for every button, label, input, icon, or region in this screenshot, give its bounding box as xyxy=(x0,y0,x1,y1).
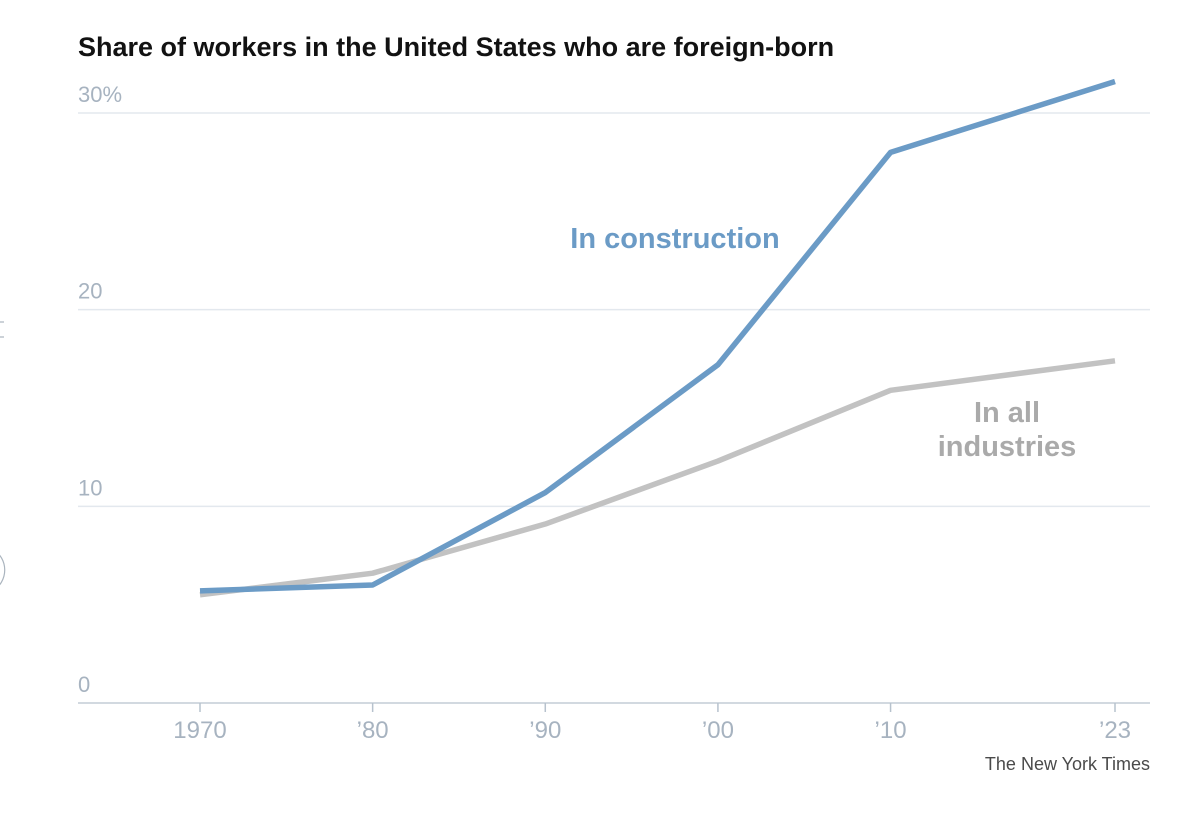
y-tick-label: 0 xyxy=(78,672,90,697)
cropped-edge-circle xyxy=(0,554,6,586)
y-tick-label: 30% xyxy=(78,82,122,107)
series-label-line: industries xyxy=(938,431,1077,463)
x-axis: 1970 ’80 ’90 ’00 ’10 ’23 xyxy=(78,702,1150,744)
series-label-line: In all xyxy=(974,397,1040,429)
series-lines xyxy=(199,78,1116,598)
series-line-all-industries xyxy=(199,358,1116,598)
x-tick-label: 1970 xyxy=(173,717,226,744)
x-tick-label: ’10 xyxy=(875,717,907,744)
x-tick-label: ’80 xyxy=(357,717,389,744)
y-axis-tick-labels: 0 10 20 30% xyxy=(78,82,122,697)
y-tick-label: 20 xyxy=(78,279,102,304)
series-line-construction xyxy=(199,78,1116,594)
x-tick-label: ’00 xyxy=(702,717,734,744)
source-credit: The New York Times xyxy=(985,754,1150,774)
x-tick-label: ’23 xyxy=(1099,717,1131,744)
series-label-construction: In construction xyxy=(570,223,779,255)
series-label-line: In construction xyxy=(570,223,779,255)
series-label-all-industries: In all industries xyxy=(938,397,1077,463)
series-labels: In construction In all industries xyxy=(570,223,1076,463)
chart-title: Share of workers in the United States wh… xyxy=(78,32,834,62)
x-tick-label: ’90 xyxy=(529,717,561,744)
gridlines xyxy=(78,112,1150,508)
y-tick-label: 10 xyxy=(78,475,102,500)
